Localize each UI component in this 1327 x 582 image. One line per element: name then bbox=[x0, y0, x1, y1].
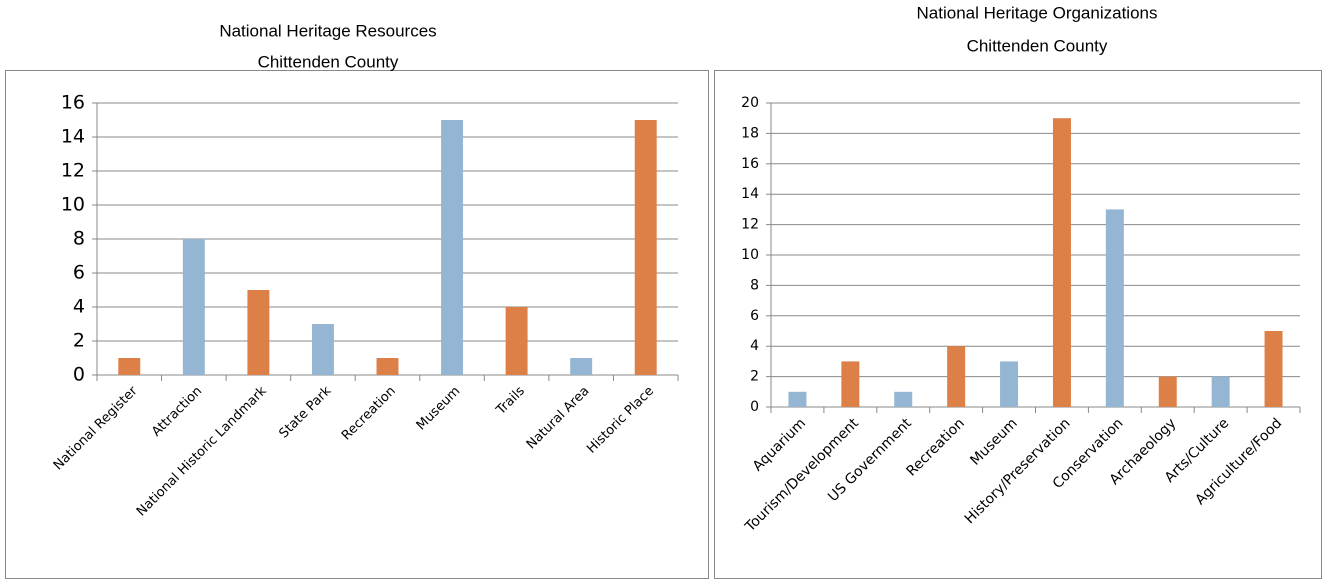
chart-frame bbox=[714, 70, 1322, 579]
chart-frame bbox=[5, 70, 709, 579]
bar bbox=[311, 324, 334, 375]
y-tick-label: 8 bbox=[73, 228, 85, 250]
bar bbox=[1211, 376, 1230, 407]
bar bbox=[505, 307, 528, 375]
y-tick-label: 2 bbox=[750, 369, 759, 385]
y-tick-label: 20 bbox=[741, 95, 759, 111]
y-tick-label: 10 bbox=[61, 194, 85, 216]
bar bbox=[1264, 331, 1283, 407]
x-tick-label: Trails bbox=[493, 384, 528, 419]
y-tick-label: 12 bbox=[741, 217, 759, 233]
y-tick-label: 6 bbox=[750, 308, 759, 324]
y-tick-label: 12 bbox=[61, 160, 85, 182]
y-tick-label: 14 bbox=[741, 186, 759, 202]
y-tick-label: 10 bbox=[741, 247, 759, 263]
bar bbox=[247, 290, 270, 375]
y-tick-label: 4 bbox=[750, 338, 759, 354]
x-tick-label: National Register bbox=[51, 383, 141, 473]
y-tick-label: 14 bbox=[61, 126, 85, 148]
bar bbox=[118, 358, 141, 375]
bar bbox=[1052, 118, 1071, 407]
chart-title: National Heritage Organizations bbox=[917, 3, 1158, 22]
x-tick-label: Museum bbox=[967, 415, 1020, 468]
bar bbox=[788, 391, 807, 407]
bar bbox=[570, 358, 593, 375]
y-tick-label: 0 bbox=[750, 399, 759, 415]
x-tick-label: Recreation bbox=[339, 384, 399, 444]
y-tick-label: 16 bbox=[61, 92, 85, 114]
bar bbox=[1000, 361, 1019, 407]
bar bbox=[947, 346, 966, 407]
bar bbox=[182, 239, 205, 375]
bar bbox=[1105, 209, 1124, 407]
y-tick-label: 2 bbox=[73, 330, 85, 352]
bar bbox=[441, 120, 464, 375]
y-tick-label: 0 bbox=[73, 364, 85, 386]
bar bbox=[894, 391, 913, 407]
chart-subtitle: Chittenden County bbox=[258, 52, 399, 71]
x-tick-label: Natural Area bbox=[524, 384, 593, 453]
chart-subtitle: Chittenden County bbox=[967, 36, 1108, 55]
y-tick-label: 6 bbox=[73, 262, 85, 284]
x-tick-label: State Park bbox=[277, 383, 335, 441]
x-tick-label: Attraction bbox=[149, 384, 205, 440]
x-tick-label: National Historic Landmark bbox=[134, 383, 270, 519]
y-tick-label: 18 bbox=[741, 125, 759, 141]
x-tick-label: Historic Place bbox=[584, 384, 657, 457]
bar bbox=[1158, 376, 1177, 407]
bar bbox=[376, 358, 399, 375]
x-tick-label: Museum bbox=[414, 384, 464, 434]
y-tick-label: 16 bbox=[741, 156, 759, 172]
y-tick-label: 4 bbox=[73, 296, 85, 318]
chart-title: National Heritage Resources bbox=[219, 21, 436, 40]
bar bbox=[841, 361, 860, 407]
y-tick-label: 8 bbox=[750, 277, 759, 293]
x-tick-label: History/Preservation bbox=[962, 415, 1074, 527]
bar bbox=[634, 120, 657, 375]
